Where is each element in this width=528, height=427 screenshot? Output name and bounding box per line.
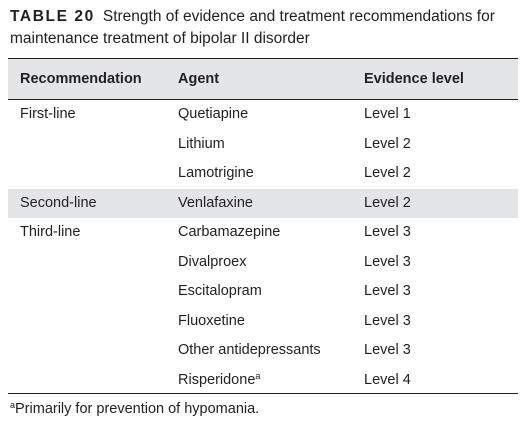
cell-recommendation: Second-line [20,194,97,211]
agent-name: Other antidepressants [178,342,321,358]
table-row: Divalproex Level 3 [8,248,518,278]
table-row: Risperidonea Level 4 [8,366,518,396]
cell-agent: Carbamazepine [178,218,280,248]
cell-evidence-level: Level 2 [364,135,411,152]
cell-evidence-level: Level 4 [364,371,411,388]
cell-agent: Venlafaxine [178,189,253,219]
cell-evidence-level: Level 3 [364,224,411,240]
table-row: Other antidepressants Level 3 [8,336,518,366]
header-recommendation: Recommendation [20,71,142,87]
table-row: Second-line Venlafaxine Level 2 [8,188,518,219]
table-caption: TABLE 20 Strength of evidence and treatme… [10,6,525,50]
footnote-marker: a [10,400,16,410]
table-footnote: aPrimarily for prevention of hypomania. [10,399,259,419]
agent-name: Carbamazepine [178,224,281,240]
cell-evidence-level: Level 3 [364,253,411,270]
agent-name: Quetiapine [178,106,249,122]
cell-agent: Fluoxetine [178,307,245,337]
table-row: Fluoxetine Level 3 [8,307,518,337]
cell-agent: Lamotrigine [178,159,254,189]
table-row: First-line Quetiapine Level 1 [8,100,518,130]
cell-evidence-level: Level 2 [364,165,411,181]
table-header: Recommendation Agent Evidence level [8,58,518,100]
agent-name: Lamotrigine [178,165,254,181]
cell-agent: Other antidepressants [178,336,321,366]
table-bottom-rule [8,393,518,394]
agent-name: Lithium [178,135,225,152]
cell-agent: Lithium [178,130,225,160]
cell-recommendation: First-line [20,106,76,122]
cell-evidence-level: Level 3 [364,283,411,299]
table-row: Escitalopram Level 3 [8,277,518,307]
cell-agent: Quetiapine [178,100,248,130]
agent-name: Risperidone [178,371,256,388]
header-agent: Agent [178,71,220,87]
cell-evidence-level: Level 3 [364,312,411,329]
header-evidence-level: Evidence level [364,71,464,87]
agent-name: Divalproex [178,253,247,270]
cell-evidence-level: Level 1 [364,106,411,122]
caption-text: Strength of evidence and treatment recom… [10,8,495,47]
agent-name: Fluoxetine [178,312,245,329]
table-row: Lithium Level 2 [8,130,518,160]
table-body: First-line Quetiapine Level 1 Lithium Level … [8,100,518,395]
agent-name: Venlafaxine [178,194,253,211]
table-row: Lamotrigine Level 2 [8,159,518,189]
footnote-reference: a [255,370,261,381]
cell-evidence-level: Level 3 [364,342,411,358]
table-row: Third-line Carbamazepine Level 3 [8,218,518,248]
cell-agent: Escitalopram [178,277,262,307]
cell-evidence-level: Level 2 [364,194,411,211]
cell-agent: Risperidonea [178,366,260,396]
agent-name: Escitalopram [178,283,262,299]
cell-recommendation: Third-line [20,224,81,240]
table-number: TABLE 20 [10,8,95,25]
footnote-text: Primarily for prevention of hypomania. [15,401,260,417]
cell-agent: Divalproex [178,248,247,278]
